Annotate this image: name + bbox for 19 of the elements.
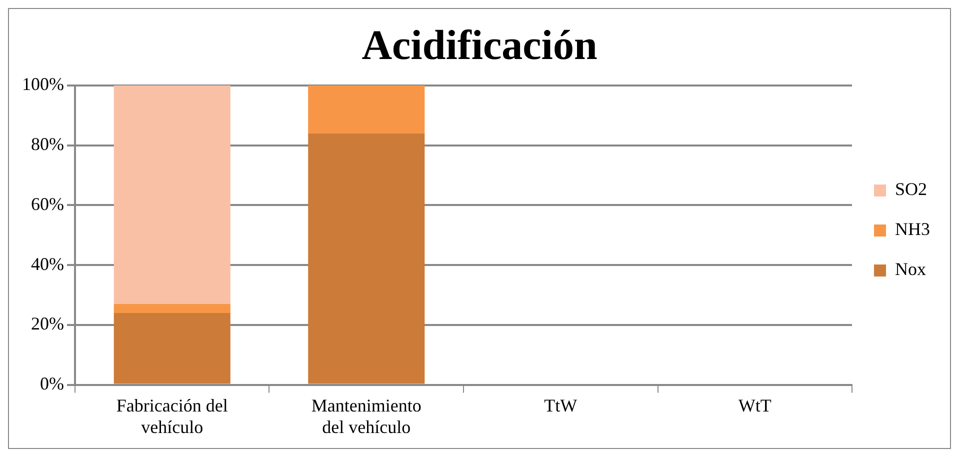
y-tick-label: 40% <box>30 254 64 274</box>
y-tick-label: 80% <box>30 134 64 154</box>
bar <box>308 133 425 384</box>
bar <box>308 85 425 134</box>
y-tick-label: 20% <box>30 314 64 334</box>
x-tick-label: WtT <box>738 395 772 416</box>
x-tick-label: Mantenimiento del vehículo <box>311 395 422 437</box>
y-tick-label: 100% <box>22 74 64 94</box>
y-tick-label: 0% <box>40 374 64 394</box>
bar <box>114 312 230 384</box>
x-tick-label: Fabricación del vehículo <box>116 395 228 437</box>
bar <box>114 304 230 313</box>
legend-label: NH3 <box>895 219 930 240</box>
bar <box>114 85 230 304</box>
y-tick-label: 60% <box>30 194 64 214</box>
x-tick-label: TtW <box>544 395 578 416</box>
legend-label: SO2 <box>895 179 928 200</box>
legend-label: Nox <box>895 259 926 280</box>
chart-title: Acidificación <box>362 23 598 70</box>
